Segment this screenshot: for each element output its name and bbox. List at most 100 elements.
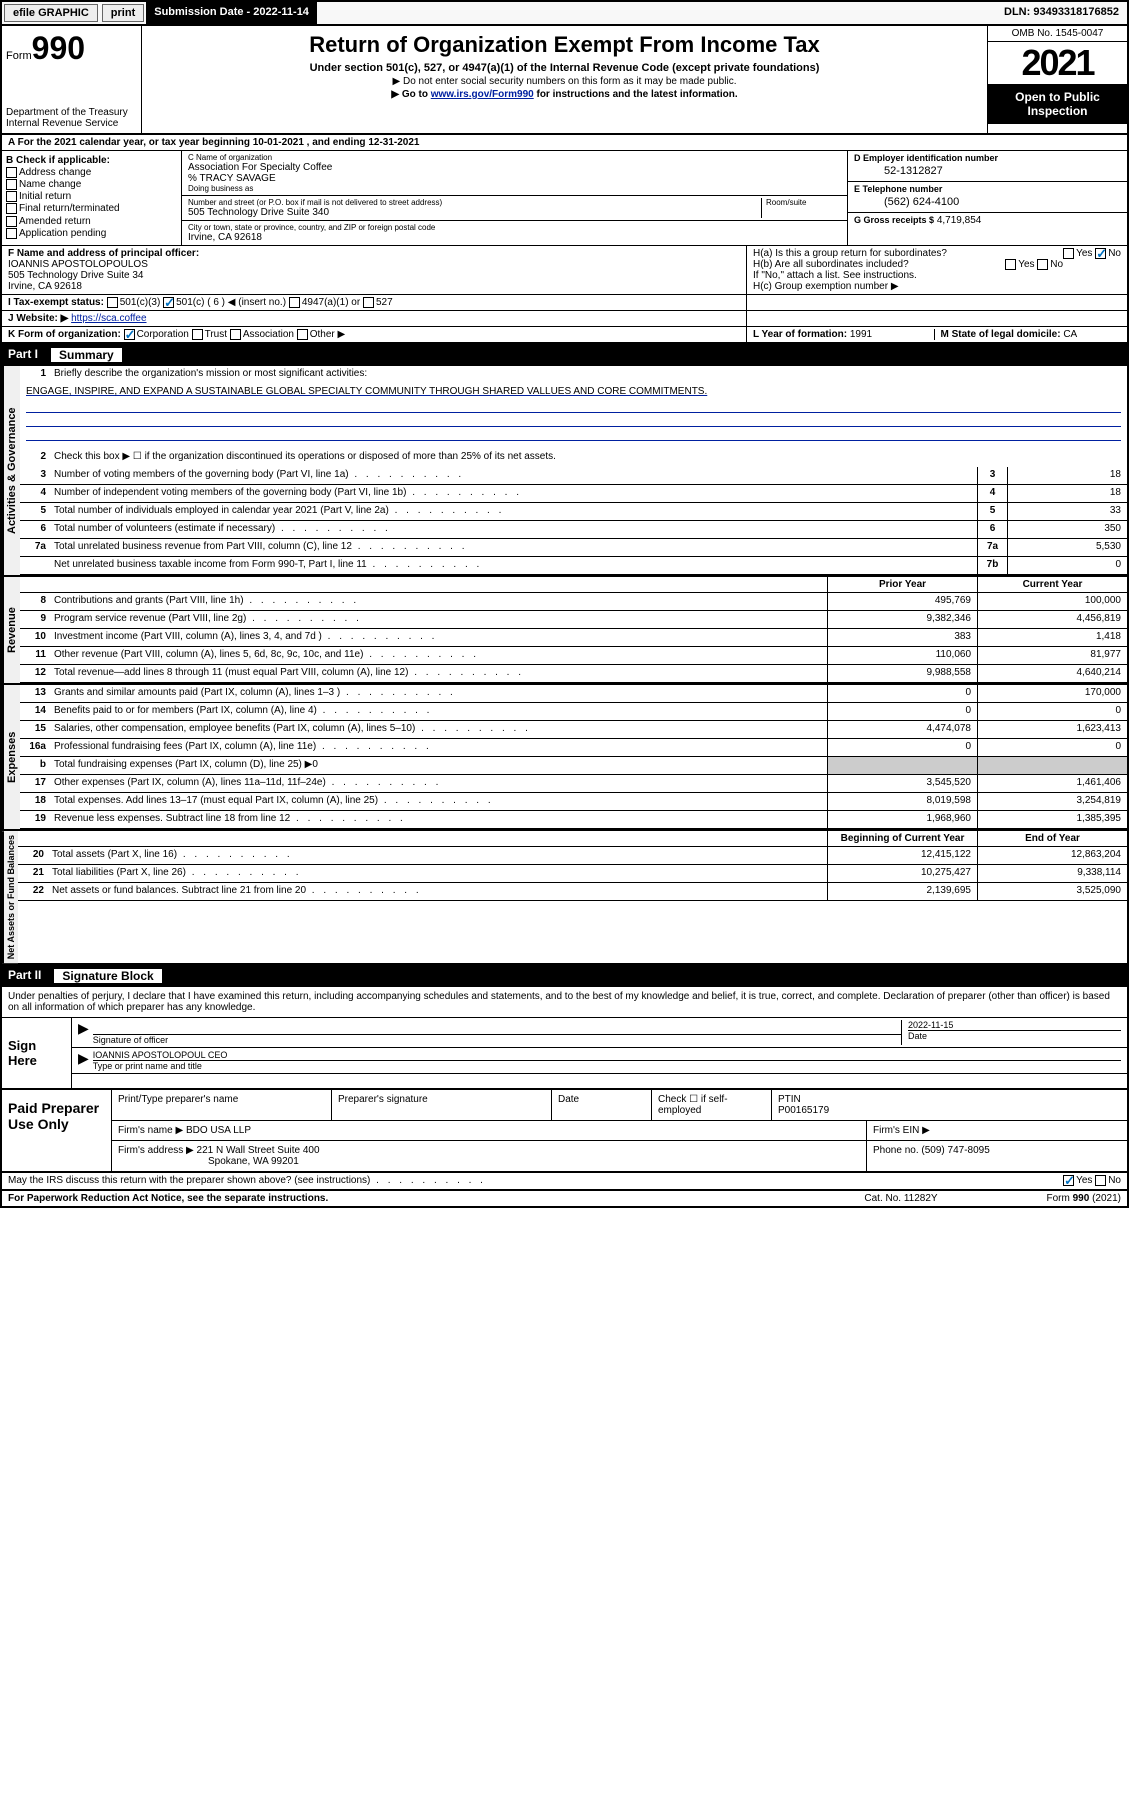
- check-501c[interactable]: [163, 297, 174, 308]
- row-j: J Website: ▶ https://sca.coffee: [2, 311, 1127, 327]
- firm-ein: Firm's EIN ▶: [867, 1121, 1127, 1140]
- table-row: 3Number of voting members of the governi…: [20, 467, 1127, 485]
- year-formation: 1991: [850, 329, 872, 340]
- end-year-head: End of Year: [977, 831, 1127, 846]
- box-k-label: K Form of organization:: [8, 329, 121, 340]
- part2-num: Part II: [8, 968, 53, 984]
- row-i: I Tax-exempt status: 501(c)(3) 501(c) ( …: [2, 295, 1127, 311]
- check-trust[interactable]: [192, 329, 203, 340]
- discuss-yes[interactable]: Yes No: [1057, 1173, 1127, 1188]
- check-pending[interactable]: Application pending: [6, 228, 177, 239]
- phone-label: E Telephone number: [854, 184, 1121, 194]
- check-501c3[interactable]: [107, 297, 118, 308]
- box-k: K Form of organization: Corporation Trus…: [2, 327, 747, 342]
- org-name: Association For Specialty Coffee: [188, 162, 841, 173]
- governance-block: Activities & Governance 1Briefly describ…: [2, 366, 1127, 577]
- form-number: 990: [32, 30, 85, 66]
- hb-note: If "No," attach a list. See instructions…: [753, 270, 1121, 281]
- ein: 52-1312827: [854, 163, 1121, 179]
- box-i: I Tax-exempt status: 501(c)(3) 501(c) ( …: [2, 295, 747, 310]
- header-left: Form990 Department of the Treasury Inter…: [2, 26, 142, 133]
- preparer-right: Print/Type preparer's name Preparer's si…: [112, 1090, 1127, 1171]
- check-527[interactable]: [363, 297, 374, 308]
- revenue-block: Revenue Prior Year Current Year 8Contrib…: [2, 577, 1127, 685]
- table-row: 4Number of independent voting members of…: [20, 485, 1127, 503]
- table-row: 15Salaries, other compensation, employee…: [20, 721, 1127, 739]
- discuss-text: May the IRS discuss this return with the…: [2, 1173, 1057, 1188]
- check-4947[interactable]: [289, 297, 300, 308]
- begin-year-head: Beginning of Current Year: [827, 831, 977, 846]
- discuss-row: May the IRS discuss this return with the…: [2, 1173, 1127, 1190]
- check-name[interactable]: Name change: [6, 179, 177, 190]
- table-row: 14Benefits paid to or for members (Part …: [20, 703, 1127, 721]
- period-row: A For the 2021 calendar year, or tax yea…: [2, 135, 1127, 151]
- check-initial[interactable]: Initial return: [6, 191, 177, 202]
- entity-grid: B Check if applicable: Address change Na…: [2, 151, 1127, 246]
- mission-line3: [26, 413, 1121, 427]
- check-other[interactable]: [297, 329, 308, 340]
- street: 505 Technology Drive Suite 340: [188, 207, 761, 218]
- submission-date: Submission Date - 2022-11-14: [146, 2, 317, 24]
- care-of: % TRACY SAVAGE: [188, 173, 841, 184]
- part1-num: Part I: [8, 347, 50, 363]
- spacer: [317, 2, 996, 24]
- sign-block: Sign Here ▶ Signature of officer 2022-11…: [2, 1018, 1127, 1090]
- sign-row1: ▶ Signature of officer 2022-11-15Date: [72, 1018, 1127, 1048]
- header: Form990 Department of the Treasury Inter…: [2, 26, 1127, 135]
- room-label: Room/suite: [766, 198, 841, 207]
- box-j-right: [747, 311, 1127, 326]
- form-title: Return of Organization Exempt From Incom…: [148, 32, 981, 58]
- expenses-body: 13Grants and similar amounts paid (Part …: [20, 685, 1127, 829]
- table-row: 11Other revenue (Part VIII, column (A), …: [20, 647, 1127, 665]
- part1-header: Part I Summary: [2, 344, 1127, 366]
- prep-firm: Firm's name ▶ BDO USA LLP Firm's EIN ▶: [112, 1121, 1127, 1141]
- table-row: 18Total expenses. Add lines 13–17 (must …: [20, 793, 1127, 811]
- phone: (562) 624-4100: [854, 194, 1121, 210]
- box-j: J Website: ▶ https://sca.coffee: [2, 311, 747, 326]
- prep-addr: Firm's address ▶ 221 N Wall Street Suite…: [112, 1141, 1127, 1171]
- note2-pre: ▶ Go to: [391, 89, 430, 100]
- penalties-text: Under penalties of perjury, I declare th…: [2, 987, 1127, 1018]
- box-h: H(a) Is this a group return for subordin…: [747, 246, 1127, 294]
- revenue-label: Revenue: [2, 577, 20, 683]
- part1-title: Summary: [50, 347, 123, 363]
- netassets-block: Net Assets or Fund Balances Beginning of…: [2, 831, 1127, 965]
- table-row: 22Net assets or fund balances. Subtract …: [18, 883, 1127, 901]
- footer-mid: Cat. No. 11282Y: [821, 1193, 981, 1204]
- box-c: C Name of organization Association For S…: [182, 151, 847, 245]
- sign-here-label: Sign Here: [2, 1018, 72, 1088]
- officer-addr1: 505 Technology Drive Suite 34: [8, 270, 740, 281]
- prior-year-head: Prior Year: [827, 577, 977, 592]
- table-row: 16aProfessional fundraising fees (Part I…: [20, 739, 1127, 757]
- table-row: bTotal fundraising expenses (Part IX, co…: [20, 757, 1127, 775]
- instructions-link[interactable]: www.irs.gov/Form990: [431, 89, 534, 100]
- footer: For Paperwork Reduction Act Notice, see …: [2, 1191, 1127, 1206]
- check-assoc[interactable]: [230, 329, 241, 340]
- org-name-label: C Name of organization: [188, 153, 841, 162]
- check-corp[interactable]: [124, 329, 135, 340]
- check-final[interactable]: Final return/terminated: [6, 203, 177, 214]
- check-amended[interactable]: Amended return: [6, 216, 177, 227]
- box-f: F Name and address of principal officer:…: [2, 246, 747, 294]
- print-button[interactable]: print: [102, 4, 144, 22]
- open-public: Open to Public Inspection: [988, 84, 1127, 124]
- check-address[interactable]: Address change: [6, 167, 177, 178]
- table-row: 21Total liabilities (Part X, line 26)10,…: [18, 865, 1127, 883]
- revenue-head: Prior Year Current Year: [20, 577, 1127, 593]
- website-link[interactable]: https://sca.coffee: [71, 313, 146, 324]
- table-row: 7aTotal unrelated business revenue from …: [20, 539, 1127, 557]
- city-label: City or town, state or province, country…: [188, 223, 841, 232]
- sig-field: Signature of officer: [93, 1020, 901, 1045]
- box-d: D Employer identification number 52-1312…: [847, 151, 1127, 245]
- org-name-cell: C Name of organization Association For S…: [182, 151, 847, 196]
- box-lm: L Year of formation: 1991 M State of leg…: [747, 327, 1127, 342]
- form-subtitle: Under section 501(c), 527, or 4947(a)(1)…: [148, 62, 981, 74]
- mission: ENGAGE, INSPIRE, AND EXPAND A SUSTAINABL…: [20, 384, 1127, 399]
- box-h-spill: [747, 295, 1127, 310]
- firm-name: BDO USA LLP: [186, 1125, 251, 1136]
- hb-row: H(b) Are all subordinates included? Yes …: [753, 259, 1121, 270]
- line1-desc: Briefly describe the organization's miss…: [50, 366, 1127, 384]
- gross: 4,719,854: [937, 215, 982, 226]
- self-employed-check[interactable]: Check ☐ if self-employed: [652, 1090, 772, 1120]
- phone-cell: E Telephone number (562) 624-4100: [848, 182, 1127, 213]
